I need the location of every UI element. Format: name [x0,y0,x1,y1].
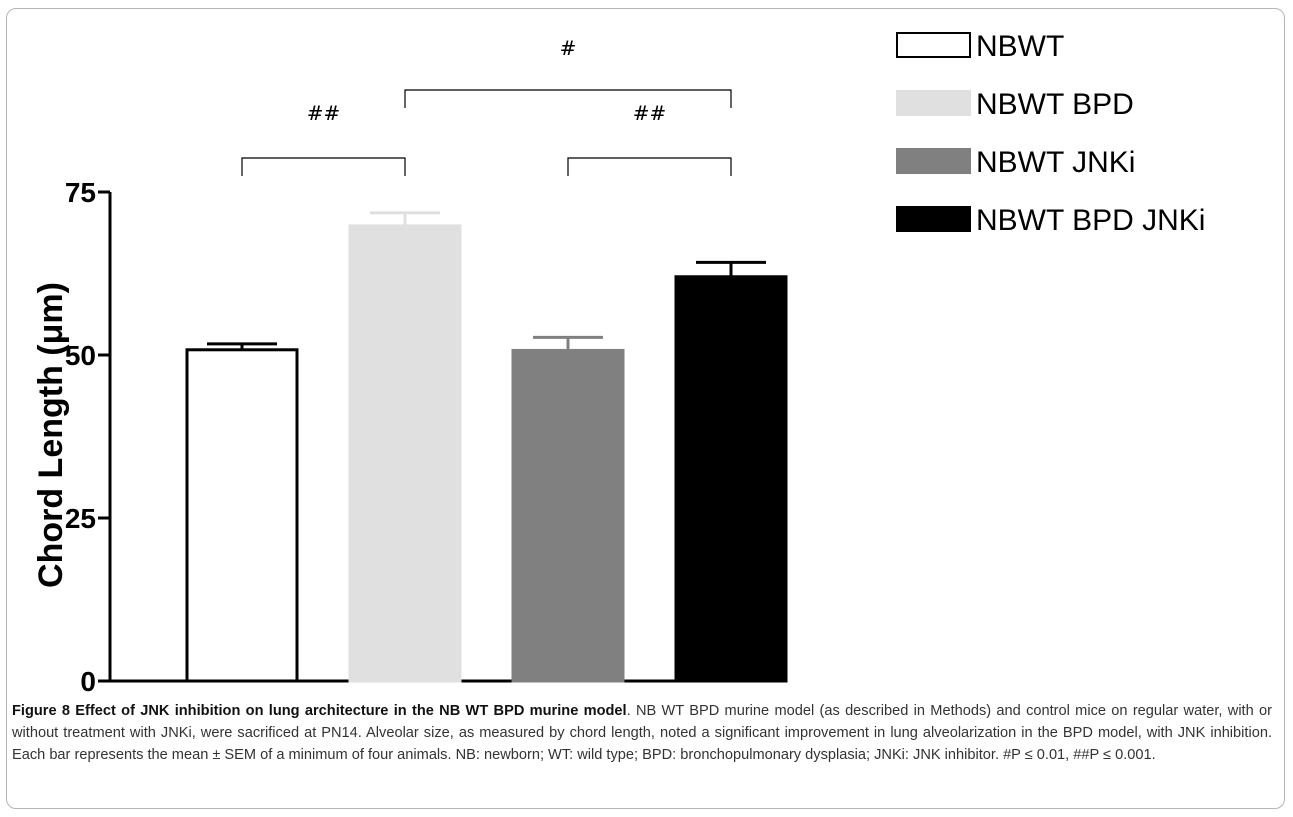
legend: NBWT NBWT BPD NBWT JNKi NBWT BPD JNKi [896,30,1205,237]
bar [674,275,788,683]
significance-bracket [404,89,732,108]
bar [348,224,462,683]
bar [185,348,299,683]
bar [511,348,625,683]
significance-bracket [567,157,732,176]
y-tick-label: 25 [65,503,96,534]
bars [185,211,788,683]
legend-swatch [896,90,971,116]
y-axis-label: Chord Length (μm) [32,282,70,588]
caption-title: Figure 8 Effect of JNK inhibition on lun… [12,703,627,719]
y-tick-label: 0 [80,666,96,697]
legend-swatch [896,32,971,58]
caption-body: . NB WT BPD murine model (as described i… [12,703,1273,763]
y-tick-label: 75 [65,177,96,208]
significance-label: # [560,36,577,60]
legend-label: NBWT [976,30,1064,63]
legend-swatch [896,148,971,174]
significance-bracket [241,157,406,176]
legend-label: NBWT BPD JNKi [976,204,1205,237]
legend-label: NBWT BPD [976,88,1134,121]
y-tick-label: 50 [65,340,96,371]
significance-label: ## [633,101,667,125]
significance-brackets: ## ### [241,36,732,176]
legend-swatch [896,206,971,232]
significance-label: ## [307,101,341,125]
figure-caption: Figure 8 Effect of JNK inhibition on lun… [12,700,1272,766]
legend-label: NBWT JNKi [976,146,1135,179]
